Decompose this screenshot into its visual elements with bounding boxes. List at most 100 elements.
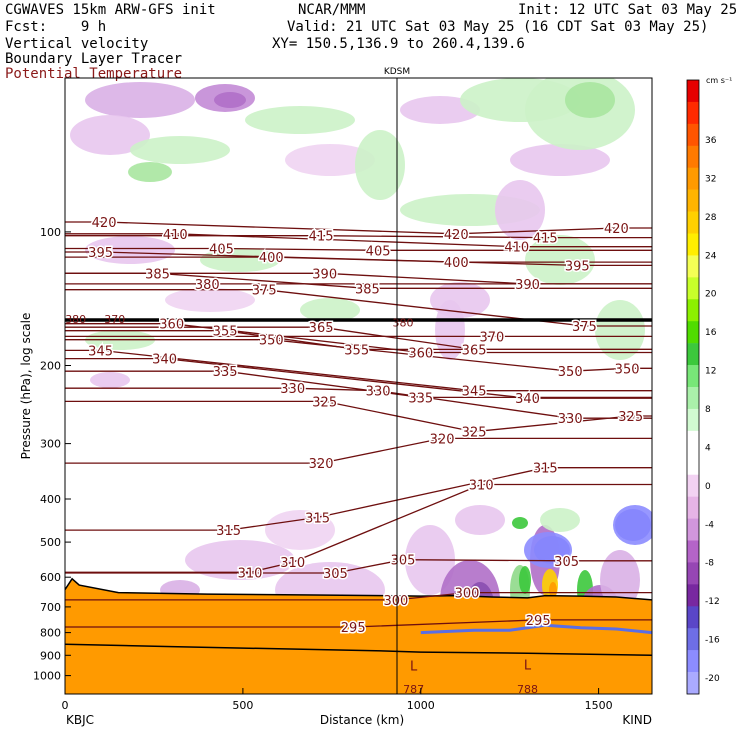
colorbar-tick-label: -16	[705, 636, 720, 646]
theta-contour-360	[65, 323, 652, 354]
theta-contour-label: 415	[309, 230, 334, 245]
colorbar-swatch	[687, 123, 699, 147]
colorbar-swatch	[687, 101, 699, 125]
theta-contour-label: 320	[430, 432, 455, 447]
velocity-shading-region	[214, 92, 246, 108]
colorbar-tick-label: -12	[705, 597, 720, 607]
y-tick-label: 800	[40, 627, 61, 640]
colorbar-unit: cm s⁻¹	[706, 76, 732, 85]
velocity-shading-region	[285, 144, 375, 176]
colorbar-swatch	[687, 628, 699, 651]
source-label: NCAR/MMM	[298, 2, 366, 18]
theta-contour-label: 350	[259, 334, 284, 349]
colorbar-tick-label: -20	[705, 674, 720, 684]
velocity-shading-region	[524, 532, 572, 568]
velocity-shading-region	[400, 96, 480, 124]
colorbar-swatch	[687, 145, 699, 169]
theta-contour-label: 360	[408, 347, 433, 362]
colorbar-tick-label: 0	[705, 482, 711, 492]
theta-contour-label: 330	[280, 382, 305, 397]
y-tick-label: 400	[40, 493, 61, 506]
colorbar-swatch	[687, 672, 699, 695]
theta-contour-label: 360	[159, 318, 184, 333]
theta-contour-label: 325	[312, 395, 337, 410]
theta-contour-label: 315	[533, 462, 558, 477]
theta-contour-330	[65, 387, 652, 419]
colorbar-swatch	[687, 255, 699, 278]
y-tick-label: 1000	[33, 670, 61, 683]
theta-contour-label: 395	[88, 246, 113, 261]
velocity-shading-region	[355, 130, 405, 200]
velocity-shading-region	[185, 540, 295, 580]
colorbar-swatch	[687, 496, 699, 519]
colorbar-swatch	[687, 277, 699, 300]
velocity-shading-region	[519, 566, 531, 594]
theta-contour-label: 330	[366, 385, 391, 400]
colorbar-swatch	[687, 299, 699, 322]
colorbar-tick-label: 16	[705, 328, 717, 338]
velocity-shading-region	[300, 298, 360, 322]
y-tick-label: 200	[40, 360, 61, 373]
theta-contour-label: 320	[309, 457, 334, 472]
colorbar-swatch	[687, 167, 699, 190]
colorbar-swatch	[687, 365, 699, 388]
theta-contour-310	[65, 483, 652, 573]
velocity-shading-region	[495, 180, 545, 240]
theta-contour-label: 330	[558, 412, 583, 427]
theta-contour-label: 375	[572, 320, 597, 335]
field-label-vertical-velocity: Vertical velocity	[5, 36, 149, 52]
colorbar-tick-label: -4	[705, 520, 714, 530]
theta-contour-label: 405	[366, 244, 391, 259]
velocity-shading-region	[165, 288, 255, 312]
velocity-shading-region	[90, 372, 130, 388]
theta-contour-label: 325	[618, 410, 643, 425]
terrain-profile-line	[65, 577, 652, 601]
colorbar-swatch	[687, 80, 699, 103]
theta-contour-label: 420	[604, 222, 629, 237]
theta-contour-335	[65, 370, 652, 399]
theta-contour-label: 345	[462, 385, 487, 400]
colorbar-tick-label: 8	[705, 405, 711, 415]
theta-contour-420	[65, 221, 652, 235]
theta-contour-415	[65, 235, 652, 239]
theta-contour-label: 385	[355, 282, 380, 297]
right-endpoint-label: KIND	[622, 713, 652, 727]
colorbar-swatch	[687, 343, 699, 366]
theta-contour-315	[65, 467, 652, 531]
theta-contour-label: 305	[391, 554, 416, 569]
low-pressure-marker: L	[524, 659, 532, 674]
theta-contour-label: 355	[213, 325, 238, 340]
y-tick-label: 600	[40, 571, 61, 584]
theta-contour-label: 400	[444, 256, 469, 271]
theta-contour-label: 335	[408, 391, 433, 406]
velocity-shading-region	[130, 136, 230, 164]
theta-contour-label: 405	[209, 243, 234, 258]
colorbar-swatch	[687, 606, 699, 629]
velocity-shading-region	[540, 508, 580, 532]
theta-contour-300	[65, 591, 652, 601]
velocity-shading-region	[595, 300, 645, 360]
colorbar-swatch	[687, 452, 699, 476]
colorbar-tick-label: 4	[705, 443, 711, 453]
colorbar-swatch	[687, 233, 699, 256]
station-marker-label: KDSM	[384, 67, 410, 77]
theta-contour-label: 345	[88, 344, 113, 359]
theta-contour-410	[65, 233, 652, 248]
model-title: CGWAVES 15km ARW-GFS init	[5, 2, 216, 18]
theta-contour-label: 340	[515, 392, 540, 407]
velocity-shading-region	[510, 144, 610, 176]
colorbar-tick-label: 12	[705, 367, 716, 377]
theta-contour-label: 350	[558, 365, 583, 380]
theta-contour-label: 300	[455, 587, 480, 602]
colorbar-swatch	[687, 650, 699, 673]
theta-contour-375	[65, 289, 652, 327]
velocity-shading-region	[613, 505, 652, 545]
theta-contour-label: 375	[252, 284, 277, 299]
colorbar-swatch	[687, 189, 699, 212]
y-tick-label: 100	[40, 226, 61, 239]
theta-contour-label: 410	[163, 228, 188, 243]
theta-contour-label: 395	[565, 259, 590, 274]
colorbar-swatch	[687, 562, 699, 585]
theta-contour-label: 385	[145, 267, 170, 282]
